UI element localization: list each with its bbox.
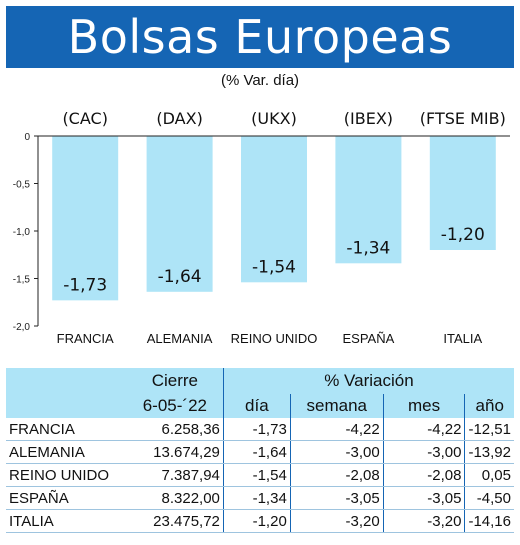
cell-pais: ITALIA	[6, 509, 127, 533]
cell-anio: -14,16	[464, 509, 514, 533]
cell-cierre: 6.258,36	[126, 418, 224, 441]
cell-semana: -3,20	[289, 509, 384, 533]
bar	[146, 136, 213, 292]
y-tick-label: -1,5	[13, 275, 31, 286]
cell-semana: -3,05	[289, 486, 384, 510]
cell-semana: -4,22	[289, 418, 384, 441]
y-tick-label: -1,0	[13, 227, 31, 238]
cell-dia: -1,73	[222, 418, 291, 441]
category-label: ITALIA	[443, 331, 482, 346]
header-variacion: % Variación	[222, 368, 514, 394]
header-anio: año	[464, 394, 514, 418]
bar	[335, 136, 402, 264]
header-date: 6-05-´22	[126, 394, 224, 418]
cell-pais: REINO UNIDO	[6, 463, 127, 487]
cell-dia: -1,54	[222, 463, 291, 487]
cell-cierre: 13.674,29	[126, 440, 224, 464]
cell-dia: -1,20	[222, 509, 291, 533]
table-row: ALEMANIA 13.674,29 -1,64 -3,00 -3,00 -13…	[6, 440, 514, 464]
cell-cierre: 7.387,94	[126, 463, 224, 487]
cell-anio: -13,92	[464, 440, 514, 464]
cell-cierre: 23.475,72	[126, 509, 224, 533]
header-semana: semana	[289, 394, 384, 418]
title-banner: Bolsas Europeas	[6, 6, 514, 68]
data-label: -1,73	[63, 275, 107, 295]
chart-subtitle: (% Var. día)	[220, 72, 300, 89]
cell-dia: -1,34	[222, 486, 291, 510]
table-row: ESPAÑA 8.322,00 -1,34 -3,05 -3,05 -4,50	[6, 486, 514, 510]
cell-pais: ALEMANIA	[6, 440, 127, 464]
chart-title: Bolsas Europeas	[67, 10, 453, 64]
table-header-row-1: Cierre % Variación	[6, 368, 514, 394]
bar	[52, 136, 119, 301]
index-label: (UKX)	[251, 109, 297, 128]
y-tick-label: -0,5	[13, 180, 31, 191]
cell-dia: -1,64	[222, 440, 291, 464]
cell-anio: 0,05	[464, 463, 514, 487]
data-table: Cierre % Variación 6-05-´22 día semana m…	[6, 368, 514, 533]
category-label: FRANCIA	[57, 331, 114, 346]
category-label: REINO UNIDO	[231, 331, 318, 346]
table-row: REINO UNIDO 7.387,94 -1,54 -2,08 -2,08 0…	[6, 463, 514, 487]
table-header-row-2: 6-05-´22 día semana mes año	[6, 394, 514, 418]
index-label: (CAC)	[62, 109, 108, 128]
data-label: -1,34	[346, 238, 390, 258]
cell-semana: -3,00	[289, 440, 384, 464]
header-mes: mes	[382, 394, 465, 418]
bar-chart: 0 -0,5 -1,0 -1,5 -2,0 (CAC) -1,73 FRANCIA (DAX) -…	[13, 109, 510, 346]
data-label: -1,64	[158, 267, 202, 287]
cell-mes: -4,22	[382, 418, 465, 441]
y-tick-label: -2,0	[13, 322, 31, 333]
header-dia: día	[222, 394, 291, 418]
index-label: (IBEX)	[344, 109, 393, 128]
y-tick-label: 0	[24, 132, 30, 143]
cell-anio: -4,50	[464, 486, 514, 510]
bar	[241, 136, 307, 283]
table-row: ITALIA 23.475,72 -1,20 -3,20 -3,20 -14,1…	[6, 509, 514, 533]
category-label: ESPAÑA	[343, 331, 395, 346]
index-label: (DAX)	[156, 109, 202, 128]
header-empty-2	[6, 394, 127, 418]
cell-mes: -3,05	[382, 486, 465, 510]
cell-semana: -2,08	[289, 463, 384, 487]
cell-pais: FRANCIA	[6, 418, 127, 441]
category-label: ALEMANIA	[147, 331, 213, 346]
cell-anio: -12,51	[464, 418, 514, 441]
cell-mes: -3,00	[382, 440, 465, 464]
cell-pais: ESPAÑA	[6, 486, 127, 510]
bar	[429, 136, 496, 250]
header-cierre: Cierre	[126, 368, 224, 394]
cell-cierre: 8.322,00	[126, 486, 224, 510]
header-empty	[6, 368, 127, 394]
data-label: -1,54	[252, 257, 296, 277]
index-label: (FTSE MIB)	[420, 109, 506, 128]
data-label: -1,20	[441, 225, 485, 245]
cell-mes: -3,20	[382, 509, 465, 533]
cell-mes: -2,08	[382, 463, 465, 487]
table-row: FRANCIA 6.258,36 -1,73 -4,22 -4,22 -12,5…	[6, 418, 514, 441]
